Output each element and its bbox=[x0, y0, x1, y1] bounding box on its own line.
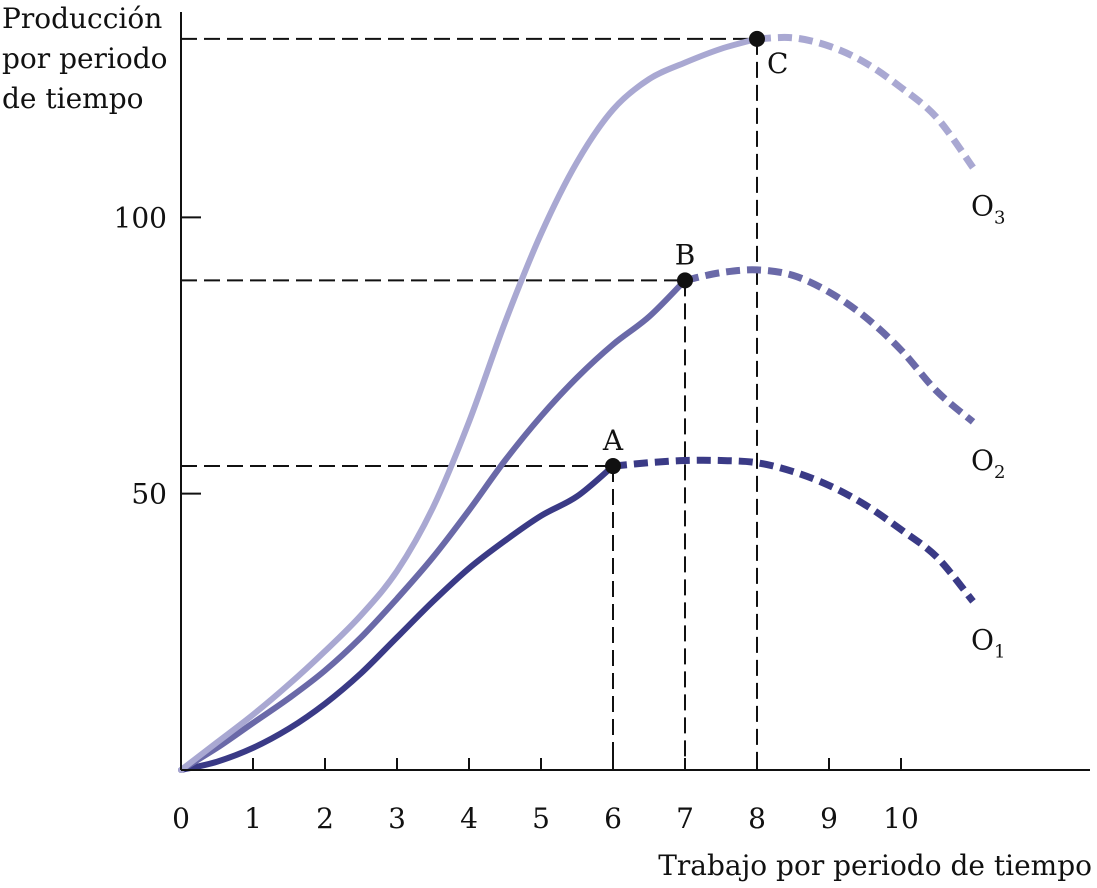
x-tick-label-3: 3 bbox=[388, 802, 406, 835]
y-tick-label-50: 50 bbox=[131, 478, 167, 511]
marked-points: A B C bbox=[602, 30, 788, 475]
series-3-dashed-line bbox=[756, 33, 976, 170]
y-ticks: 50 100 bbox=[114, 201, 201, 511]
series-3-solid-line bbox=[178, 35, 760, 773]
y-axis-title-line-2: por periodo bbox=[2, 42, 168, 75]
series-1-label: O1 bbox=[971, 623, 1005, 662]
x-tick-label-9: 9 bbox=[820, 802, 838, 835]
series-1-dashed-line bbox=[612, 456, 976, 604]
x-tick-label-7: 7 bbox=[676, 802, 694, 835]
y-tick-label-100: 100 bbox=[114, 201, 167, 234]
series-labels: O1 O2 O3 bbox=[971, 190, 1005, 663]
production-curves bbox=[178, 33, 976, 773]
series-3-label: O3 bbox=[971, 190, 1005, 229]
point-c-marker bbox=[749, 30, 765, 47]
guide-lines bbox=[181, 37, 758, 770]
x-ticks: 0 1 2 3 4 5 6 7 8 9 10 bbox=[172, 758, 919, 835]
series-2-label: O2 bbox=[971, 444, 1005, 483]
y-axis-title: Producción por periodo de tiempo bbox=[2, 2, 176, 115]
point-a-marker bbox=[605, 458, 621, 475]
series-2-dashed-line bbox=[684, 266, 976, 425]
x-axis-title: Trabajo por periodo de tiempo bbox=[658, 849, 1092, 882]
series-1-solid-line bbox=[178, 463, 616, 773]
x-tick-label-10: 10 bbox=[883, 802, 919, 835]
x-tick-label-4: 4 bbox=[460, 802, 478, 835]
x-tick-label-6: 6 bbox=[604, 802, 622, 835]
y-axis-title-line-1: Producción bbox=[2, 2, 162, 35]
point-c-label: C bbox=[767, 47, 788, 80]
point-a-label: A bbox=[602, 424, 624, 457]
x-tick-label-5: 5 bbox=[532, 802, 550, 835]
x-tick-label-8: 8 bbox=[748, 802, 766, 835]
series-2-solid-line bbox=[178, 277, 688, 773]
x-tick-label-0: 0 bbox=[172, 802, 190, 835]
x-tick-label-1: 1 bbox=[244, 802, 262, 835]
x-tick-label-2: 2 bbox=[316, 802, 334, 835]
point-b-label: B bbox=[675, 238, 696, 271]
point-b-marker bbox=[677, 272, 693, 289]
y-axis-title-line-3: de tiempo bbox=[2, 82, 144, 115]
